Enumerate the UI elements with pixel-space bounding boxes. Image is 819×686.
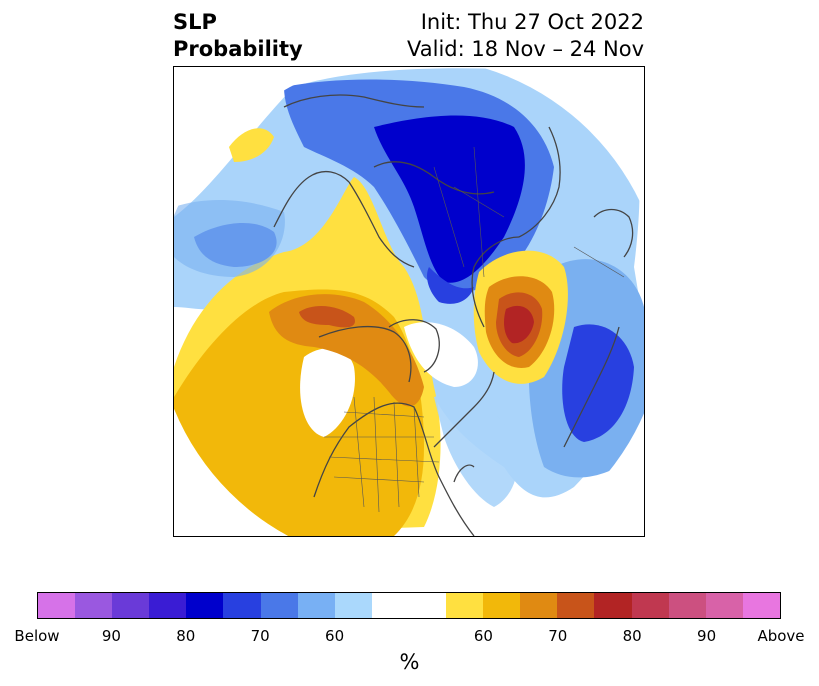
colorbar-segment (371, 593, 447, 618)
colorbar-tick-label: 60 (325, 627, 345, 645)
forecast-dates: Init: Thu 27 Oct 2022 Valid: 18 Nov – 24… (407, 9, 644, 63)
colorbar-segment (149, 593, 187, 618)
colorbar-segment (334, 593, 372, 618)
colorbar-segment (668, 593, 706, 618)
colorbar-segment (297, 593, 335, 618)
title-line-2: Probability (173, 37, 303, 61)
colorbar-ticks: Below 90 80 70 60 60 70 80 90 Above (0, 627, 819, 647)
valid-dates: Valid: 18 Nov – 24 Nov (407, 37, 644, 61)
colorbar-tick-label: Below (14, 627, 60, 645)
below-light-blue-atlantic (434, 394, 518, 507)
colorbar-segment (260, 593, 298, 618)
colorbar-segment (112, 593, 150, 618)
above-orange-region (269, 294, 424, 407)
colorbar-segment (742, 593, 780, 618)
colorbar-tick-label: 90 (697, 627, 717, 645)
near-normal-arctic (404, 322, 478, 387)
below-light-blue-west (174, 200, 285, 277)
colorbar (37, 592, 781, 619)
colorbar-segment (223, 593, 261, 618)
probability-map (173, 66, 645, 537)
colorbar-segment (520, 593, 558, 618)
colorbar-segment (705, 593, 743, 618)
below-blue-ring (427, 267, 474, 304)
colorbar-tick-label: 90 (101, 627, 121, 645)
colorbar-segment (594, 593, 632, 618)
below-strong-blue-east (562, 324, 634, 442)
colorbar-tick-label: 70 (548, 627, 568, 645)
probability-fields (174, 68, 644, 536)
colorbar-tick-label: 80 (176, 627, 196, 645)
colorbar-tick-label: 80 (622, 627, 642, 645)
map-title: SLP Probability (173, 9, 303, 63)
above-red-center-core (504, 305, 534, 344)
title-line-1: SLP (173, 10, 217, 34)
colorbar-unit-label: % (399, 650, 420, 674)
colorbar-tick-label: 60 (473, 627, 493, 645)
init-date: Init: Thu 27 Oct 2022 (420, 10, 644, 34)
above-dark-orange-region (299, 305, 355, 328)
colorbar-segment (446, 593, 484, 618)
below-strong-blue-region (374, 115, 525, 283)
near-normal-hole (300, 348, 355, 437)
colorbar-tick-label: Above (757, 627, 805, 645)
colorbar-segment (557, 593, 595, 618)
map-svg (174, 68, 644, 536)
colorbar-segment (38, 593, 76, 618)
colorbar-segment (483, 593, 521, 618)
above-yellow-west (229, 128, 274, 162)
colorbar-segment (75, 593, 113, 618)
colorbar-segment (631, 593, 669, 618)
colorbar-segment (186, 593, 224, 618)
colorbar-tick-label: 70 (250, 627, 270, 645)
